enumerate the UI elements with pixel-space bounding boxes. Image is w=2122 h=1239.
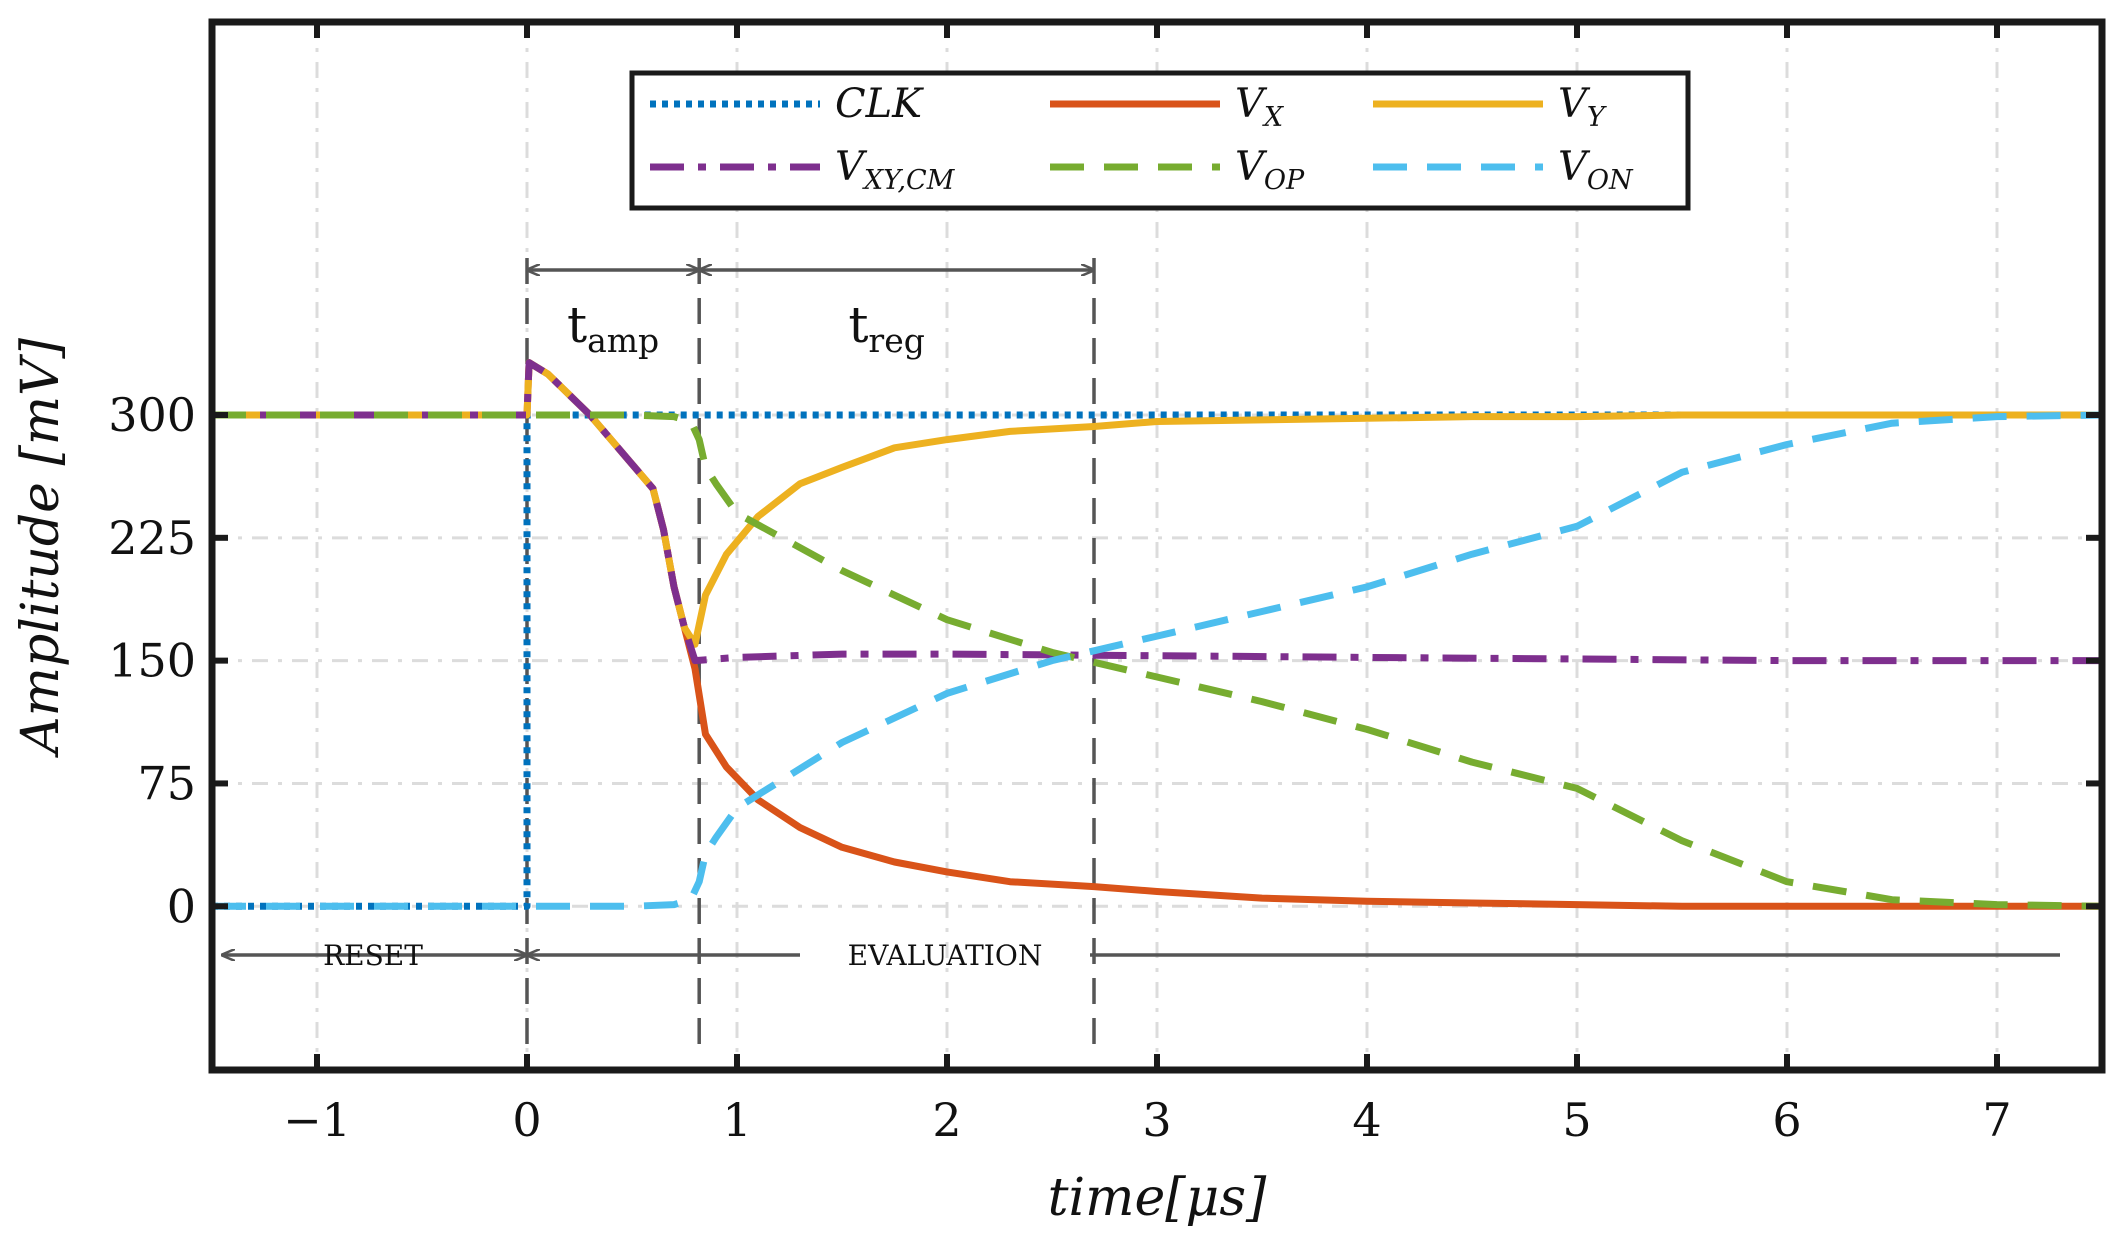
series-group: [212, 359, 2103, 910]
x-tick-label: 0: [512, 1093, 541, 1147]
x-tick-label: 5: [1562, 1093, 1591, 1147]
y-tick-label: 225: [108, 511, 196, 565]
series-line-v-xy-cm: [212, 359, 2102, 665]
x-tick-label: 3: [1142, 1093, 1171, 1147]
x-tick-label: 1: [722, 1093, 751, 1147]
t-amp-label: tamp: [567, 296, 659, 360]
series-line-clk: [212, 411, 2102, 910]
annotation-lines: [222, 258, 2060, 1048]
legend-label: VON: [1558, 144, 1634, 196]
y-axis-title: Amplitude [mV]: [11, 337, 71, 758]
legend-label: VY: [1558, 81, 1607, 133]
x-tick-label: 4: [1352, 1093, 1381, 1147]
annotation-labels: tamp treg RESET EVALUATION: [323, 296, 1042, 972]
y-tick-label: 150: [108, 634, 196, 688]
legend: CLK VX VY VXY,CM VOP VON: [629, 70, 1691, 211]
axis-ticks: −1 0 1 2 3 4 5 6 7 0 75 150 225 300: [108, 22, 2102, 1147]
y-tick-label: 300: [108, 388, 196, 442]
evaluation-label: EVALUATION: [848, 939, 1043, 972]
y-tick-label: 75: [137, 756, 196, 810]
legend-box: [629, 70, 1691, 211]
reset-label: RESET: [323, 939, 423, 972]
legend-label: VX: [1235, 81, 1285, 133]
x-tick-label: 2: [932, 1093, 961, 1147]
x-tick-label: 6: [1772, 1093, 1801, 1147]
legend-label: VOP: [1235, 144, 1305, 196]
t-reg-label: treg: [848, 296, 925, 360]
legend-label: VXY,CM: [835, 144, 956, 196]
y-tick-label: 0: [167, 879, 196, 933]
series-line-v-op: [212, 411, 2103, 910]
x-tick-label: 7: [1982, 1093, 2011, 1147]
series-line-v-on: [212, 411, 2103, 910]
x-tick-label: −1: [283, 1093, 351, 1147]
legend-label: CLK: [835, 81, 924, 127]
x-axis-title: time[μs]: [1048, 1168, 1267, 1228]
